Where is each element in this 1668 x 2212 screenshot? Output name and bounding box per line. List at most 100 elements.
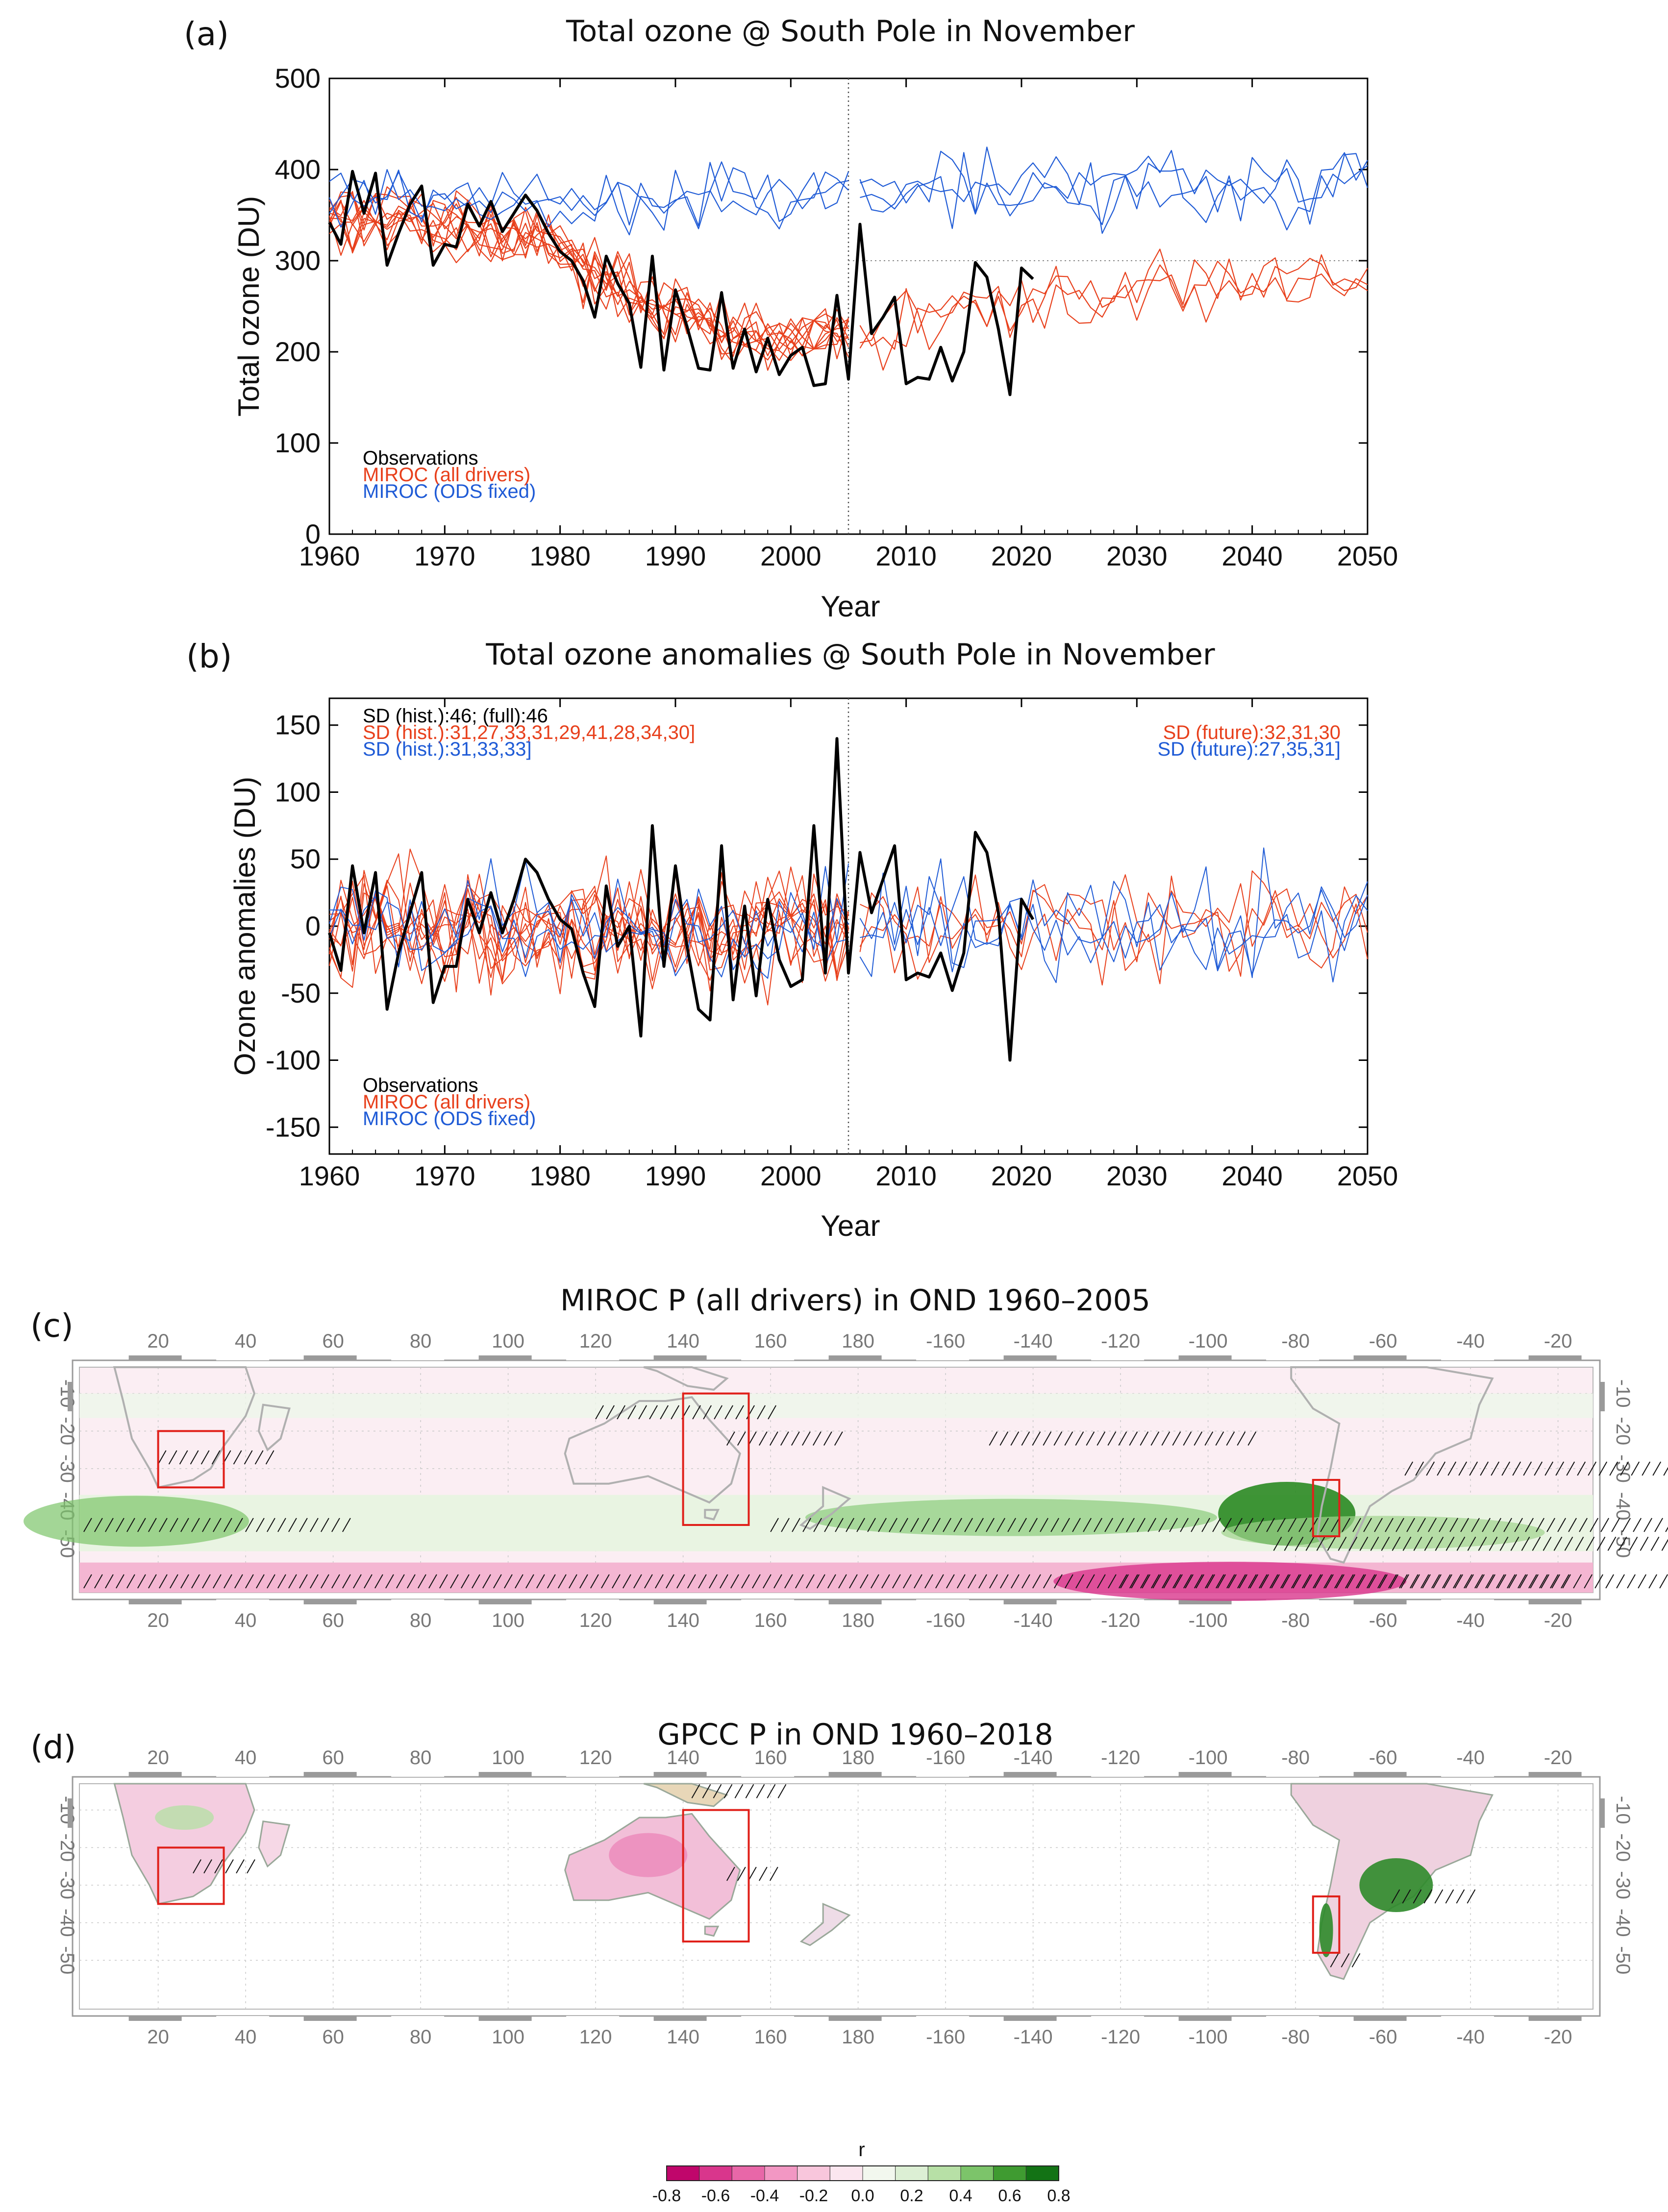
significance-hatch xyxy=(170,1574,178,1589)
pink-anomaly-australia xyxy=(609,1833,688,1877)
significance-hatch xyxy=(730,1574,739,1589)
significance-hatch xyxy=(1622,1518,1631,1532)
colorbar-swatch xyxy=(960,2165,994,2181)
map-lon-label-top: -100 xyxy=(1189,1747,1228,1769)
map-bottom-scale-bar xyxy=(653,1599,707,1604)
significance-hatch xyxy=(321,1574,329,1589)
miroc-ods-future-member-line xyxy=(860,150,1368,234)
significance-hatch xyxy=(1291,1574,1300,1589)
significance-hatch xyxy=(1541,1574,1549,1589)
significance-hatch xyxy=(190,1450,199,1465)
significance-hatch xyxy=(1561,1574,1569,1589)
land-australia xyxy=(564,1396,741,1504)
significance-hatch xyxy=(1640,1536,1649,1551)
significance-hatch xyxy=(1345,1574,1354,1589)
map-lon-label-bottom: 180 xyxy=(842,1610,874,1631)
map-lon-label-top: 140 xyxy=(667,1330,699,1352)
map-right-scale-bar xyxy=(1600,1382,1605,1411)
significance-hatch xyxy=(1566,1461,1575,1476)
map-lon-label-top: 40 xyxy=(235,1747,257,1769)
significance-hatch xyxy=(1018,1518,1027,1532)
significance-hatch xyxy=(331,1574,340,1589)
significance-hatch xyxy=(233,1450,242,1465)
significance-hatch xyxy=(1194,1431,1203,1446)
significance-hatch xyxy=(1458,1461,1468,1476)
y-tick-label: 400 xyxy=(275,154,321,185)
significance-hatch xyxy=(881,1574,890,1589)
x-tick-label: 1980 xyxy=(529,1160,591,1191)
significance-hatch xyxy=(202,1518,211,1532)
significance-hatch xyxy=(1439,1518,1447,1532)
significance-hatch xyxy=(846,1518,854,1532)
significance-hatch xyxy=(1536,1518,1544,1532)
significance-hatch xyxy=(921,1518,930,1532)
significance-hatch xyxy=(1528,1574,1537,1589)
miroc-all-hist-anomaly-line xyxy=(329,871,849,993)
x-tick-label: 2000 xyxy=(760,1160,822,1191)
panel-d: (d) GPCC P in OND 1960–2018 20 20 40 40 60 60… xyxy=(30,1718,1634,2048)
map-bottom-scale-bar xyxy=(1441,2016,1494,2021)
significance-hatch xyxy=(1659,1574,1668,1589)
significance-hatch xyxy=(655,1574,664,1589)
panel-c-title: MIROC P (all drivers) in OND 1960–2005 xyxy=(560,1283,1150,1318)
significance-hatch xyxy=(1642,1461,1651,1476)
map-lon-label-bottom: 20 xyxy=(147,2026,169,2048)
map-bottom-scale-bar xyxy=(566,1599,620,1604)
significance-hatch xyxy=(780,1431,789,1446)
significance-hatch xyxy=(1169,1518,1178,1532)
significance-hatch xyxy=(157,1450,167,1465)
map-top-scale-bar xyxy=(128,1355,182,1360)
significance-hatch xyxy=(1330,1953,1339,1967)
panel-b: (b) Total ozone anomalies @ South Pole i… xyxy=(186,638,1398,1242)
map-top-scale-bar xyxy=(1441,1355,1494,1360)
colorbar: r -0.8 -0.6 -0.4 -0.2 0.0 0.2 0.4 0.6 0.8 xyxy=(652,2139,1071,2205)
significance-hatch xyxy=(1303,1574,1312,1589)
significance-hatch xyxy=(1237,1431,1246,1446)
significance-hatch xyxy=(1260,1574,1269,1589)
significance-hatch xyxy=(1032,1431,1041,1446)
map-bottom-scale-bar xyxy=(1178,1599,1232,1604)
panel-b-legend: Observations MIROC (all drivers) MIROC (… xyxy=(363,1075,536,1130)
significance-hatch xyxy=(1410,1574,1419,1589)
significance-hatch xyxy=(1273,1536,1282,1551)
significance-hatch xyxy=(288,1574,297,1589)
band-subtropic-green xyxy=(79,1393,1593,1418)
significance-hatch xyxy=(364,1574,373,1589)
significance-hatch xyxy=(1162,1574,1170,1589)
significance-hatch xyxy=(1151,1574,1160,1589)
significance-hatch xyxy=(1519,1574,1528,1589)
map-lon-label-bottom: -120 xyxy=(1101,2026,1140,2048)
significance-hatch xyxy=(759,1431,768,1446)
panel-a: (a) Total ozone @ South Pole in November… xyxy=(184,14,1398,623)
significance-hatch xyxy=(1491,1461,1500,1476)
significance-hatch xyxy=(310,1518,319,1532)
map-lon-label-bottom: 100 xyxy=(492,1610,524,1631)
significance-hatch xyxy=(1245,1518,1253,1532)
map-top-scale-bar xyxy=(828,1772,882,1777)
legend-a-miroc-all: MIROC (all drivers) xyxy=(363,464,530,486)
significance-hatch xyxy=(202,1574,211,1589)
colorbar-tick-label: 0.0 xyxy=(851,2187,874,2205)
significance-hatch xyxy=(288,1518,297,1532)
miroc-ods-future-member-line xyxy=(859,153,1369,225)
significance-hatch xyxy=(385,1574,394,1589)
significance-hatch xyxy=(1325,1574,1334,1589)
map-lon-label-bottom: 60 xyxy=(322,1610,344,1631)
significance-hatch xyxy=(1453,1574,1462,1589)
map-bottom-scale-bar xyxy=(653,2016,707,2021)
significance-hatch xyxy=(1158,1518,1167,1532)
significance-hatch xyxy=(1627,1574,1636,1589)
map-left-scale-bar xyxy=(68,1798,73,1828)
map-top-scale-bar xyxy=(1528,1355,1582,1360)
significance-hatch xyxy=(1413,1889,1422,1904)
significance-hatch xyxy=(1564,1536,1573,1551)
significance-hatch xyxy=(214,1859,223,1874)
map-top-scale-bar xyxy=(128,1772,182,1777)
significance-hatch xyxy=(1194,1574,1203,1589)
map-bottom-scale-bar xyxy=(1266,2016,1319,2021)
significance-hatch xyxy=(1499,1536,1509,1551)
miroc-all-future-member-line xyxy=(859,258,1368,350)
significance-hatch xyxy=(1385,1518,1394,1532)
significance-hatch xyxy=(256,1518,265,1532)
significance-hatch xyxy=(1247,1431,1257,1446)
